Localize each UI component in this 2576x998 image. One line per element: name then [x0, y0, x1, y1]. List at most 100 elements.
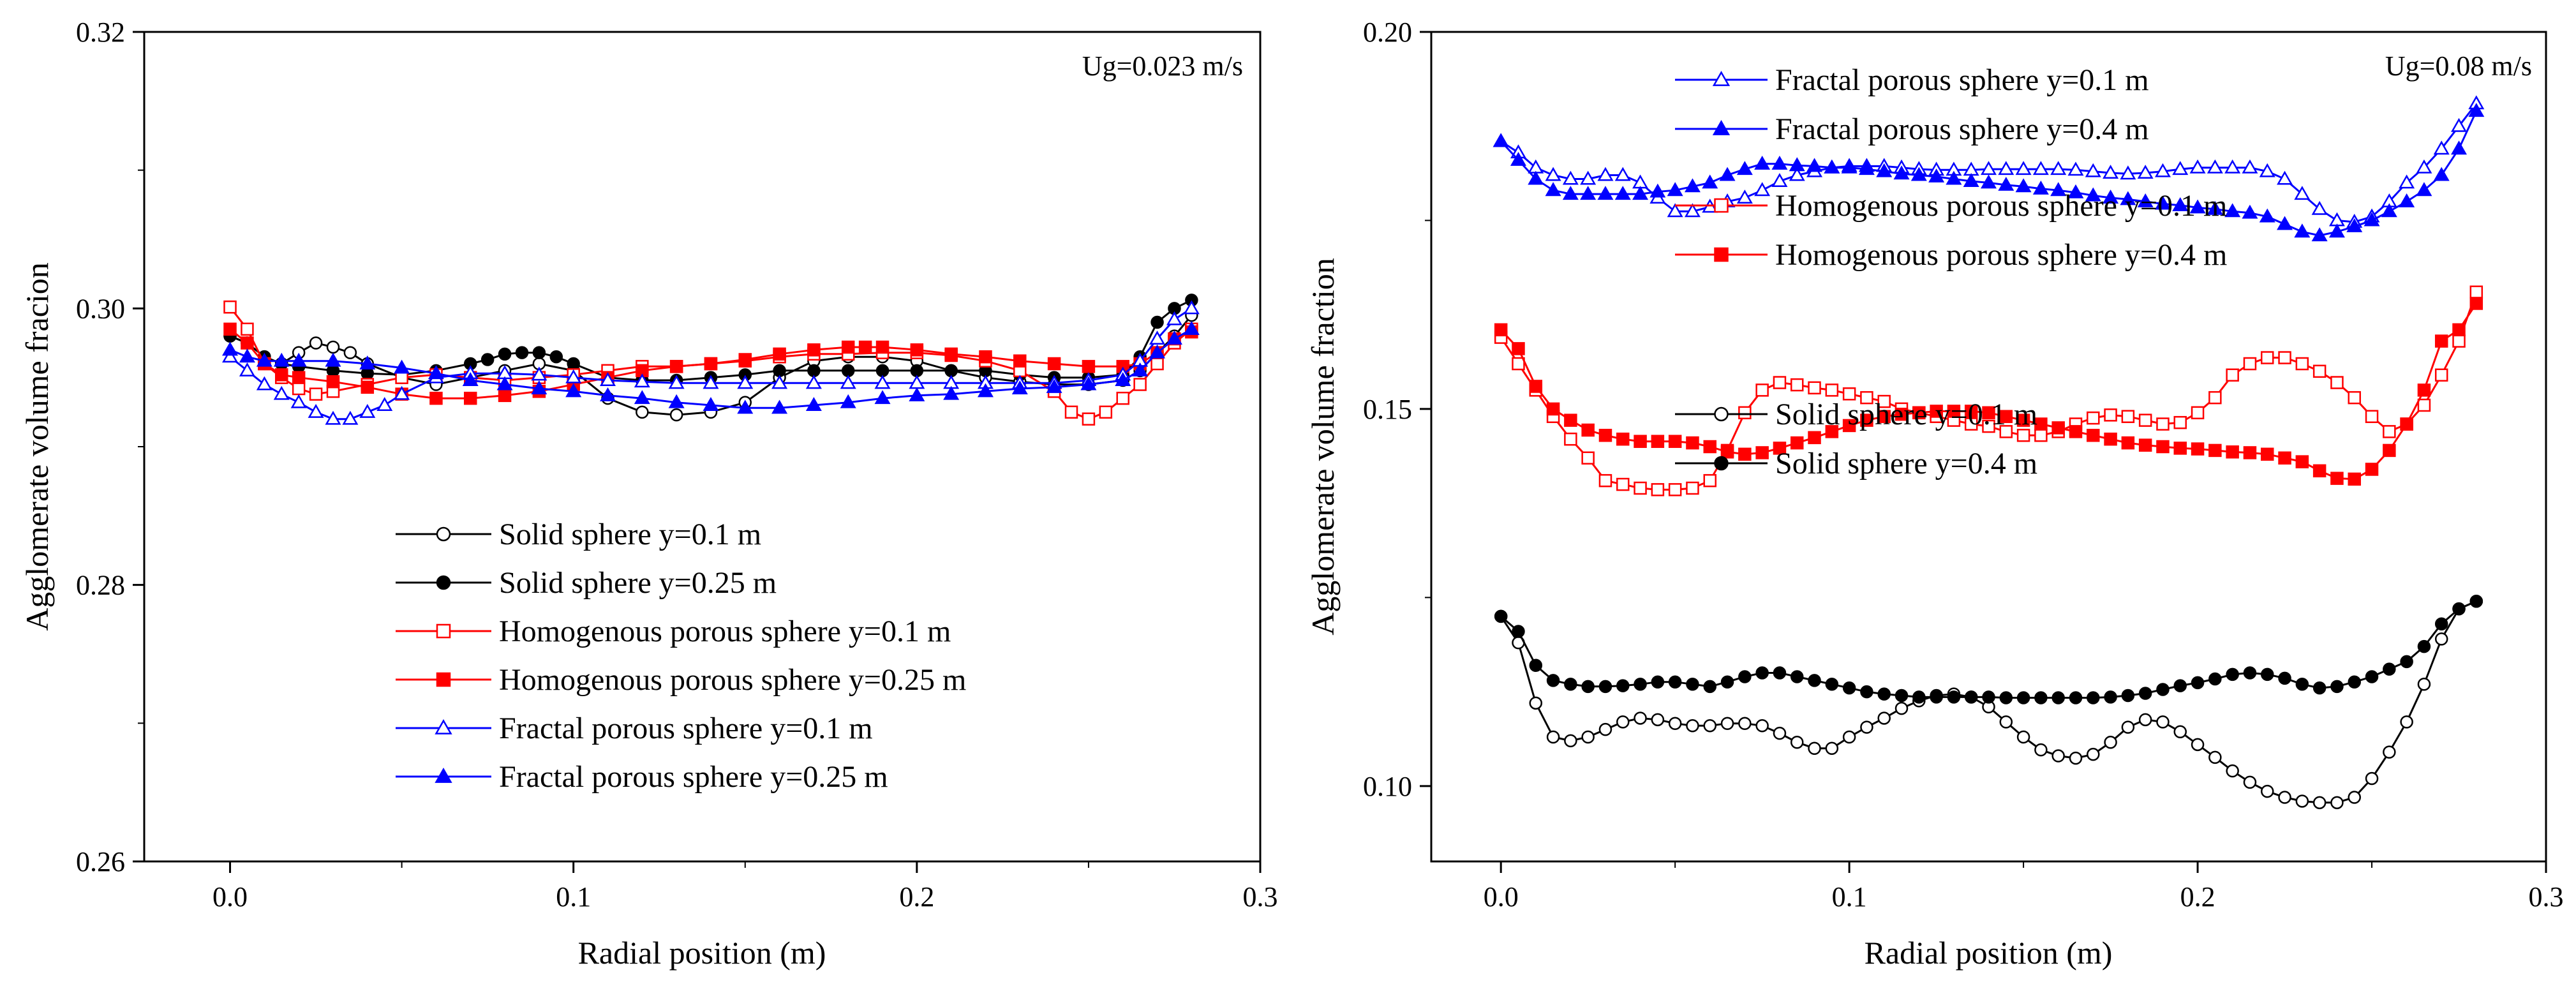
legend-label: Fractal porous sphere y=0.1 m: [1775, 63, 2149, 97]
data-point: [2032, 161, 2049, 175]
data-point: [2330, 796, 2344, 810]
data-point: [910, 343, 924, 357]
data-point: [1877, 687, 1891, 701]
data-point: [1895, 689, 1909, 703]
y-tick-label: 0.15: [1363, 394, 1412, 425]
legend-label: Homogenous porous sphere y=0.4 m: [1775, 238, 2227, 272]
data-point: [241, 336, 254, 350]
data-point: [2120, 191, 2136, 205]
data-point: [1808, 674, 1821, 687]
data-point: [840, 375, 856, 389]
legend-item: Homogenous porous sphere y=0.25 m: [396, 663, 966, 697]
data-point: [2295, 455, 2309, 468]
y-tick-label: 0.30: [76, 293, 125, 324]
data-point: [1668, 483, 1682, 496]
x-tick-label: 0.3: [1243, 881, 1278, 912]
legend-label: Homogenous porous sphere y=0.1 m: [1775, 189, 2227, 223]
data-point: [2348, 391, 2361, 405]
data-point: [1528, 170, 1544, 185]
data-point: [223, 322, 237, 336]
data-point: [2069, 751, 2083, 765]
legend-item: Fractal porous sphere y=0.25 m: [396, 760, 888, 794]
data-point: [2452, 323, 2466, 337]
data-point: [1860, 391, 1873, 405]
data-point: [1013, 354, 1027, 368]
data-point: [2189, 199, 2206, 214]
data-point: [2311, 227, 2328, 242]
data-point: [1686, 481, 1699, 495]
data-point: [1703, 440, 1716, 454]
data-point: [565, 383, 582, 398]
data-point: [1771, 155, 1788, 170]
data-point: [2278, 451, 2291, 465]
data-point: [1047, 357, 1061, 371]
data-point: [1580, 170, 1597, 185]
data-point: [1562, 170, 1579, 185]
data-point: [1703, 680, 1716, 694]
data-point: [1825, 384, 1839, 397]
data-point: [1545, 182, 1561, 197]
data-point: [1842, 681, 1856, 695]
data-point: [2120, 165, 2136, 180]
data-point: [1946, 170, 1962, 185]
data-point: [1999, 691, 2013, 704]
data-point: [2208, 443, 2222, 458]
data-point: [1667, 203, 1683, 218]
data-point: [1789, 167, 1805, 181]
y-tick-label: 0.26: [76, 846, 125, 877]
legend-item: Homogenous porous sphere y=0.1 m: [396, 614, 951, 648]
data-point: [1912, 406, 1926, 420]
data-point: [2156, 683, 2170, 696]
data-point: [292, 382, 306, 396]
data-point: [1860, 413, 1873, 427]
chart-left: 0.0 0.1 0.2 0.3 0.26 0.28 0.30 0.32 Solid sphere…: [19, 17, 1278, 971]
data-point: [2365, 463, 2379, 476]
data-point: [361, 380, 375, 394]
data-point: [1564, 734, 1577, 748]
data-point: [1651, 713, 1665, 727]
data-point: [2173, 679, 2187, 692]
data-point: [841, 340, 855, 354]
legend-marker: [1712, 70, 1731, 86]
data-point: [1808, 381, 1821, 395]
data-point: [2156, 440, 2170, 454]
data-point: [2121, 720, 2135, 734]
data-point: [1150, 357, 1164, 371]
data-point: [1964, 690, 1978, 704]
data-point: [1686, 678, 1699, 691]
data-point: [1895, 701, 1909, 715]
data-point: [805, 375, 822, 389]
chart-left-ylabel: Agglomerate volume fracion: [19, 262, 55, 631]
data-point: [1651, 675, 1665, 689]
data-point: [1893, 165, 1910, 180]
data-point: [462, 372, 479, 387]
data-point: [874, 390, 891, 405]
legend-item: Solid sphere y=0.1 m: [396, 518, 761, 551]
series-line: [229, 328, 1192, 399]
data-point: [2278, 351, 2291, 364]
data-point: [1790, 736, 1804, 749]
legend-item: Homogenous porous sphere y=0.1 m: [1675, 189, 2227, 223]
data-point: [1738, 670, 1752, 683]
data-point: [1947, 405, 1961, 418]
data-point: [1998, 177, 2014, 191]
data-point: [2294, 186, 2311, 200]
data-point: [1116, 391, 1129, 405]
data-point: [1099, 405, 1113, 419]
data-point: [1754, 182, 1771, 197]
data-point: [1082, 360, 1096, 373]
data-point: [1773, 442, 1787, 455]
data-point: [2051, 749, 2065, 763]
legend-marker: [1714, 247, 1729, 262]
data-point: [2242, 204, 2258, 219]
data-point: [738, 353, 752, 366]
data-point: [1064, 405, 1078, 419]
data-point: [2261, 667, 2274, 681]
data-point: [2365, 670, 2379, 683]
data-point: [2434, 368, 2448, 382]
data-point: [1082, 412, 1096, 426]
data-point: [1529, 380, 1543, 393]
data-point: [944, 364, 958, 378]
data-point: [1668, 435, 1682, 448]
data-point: [1947, 690, 1961, 704]
